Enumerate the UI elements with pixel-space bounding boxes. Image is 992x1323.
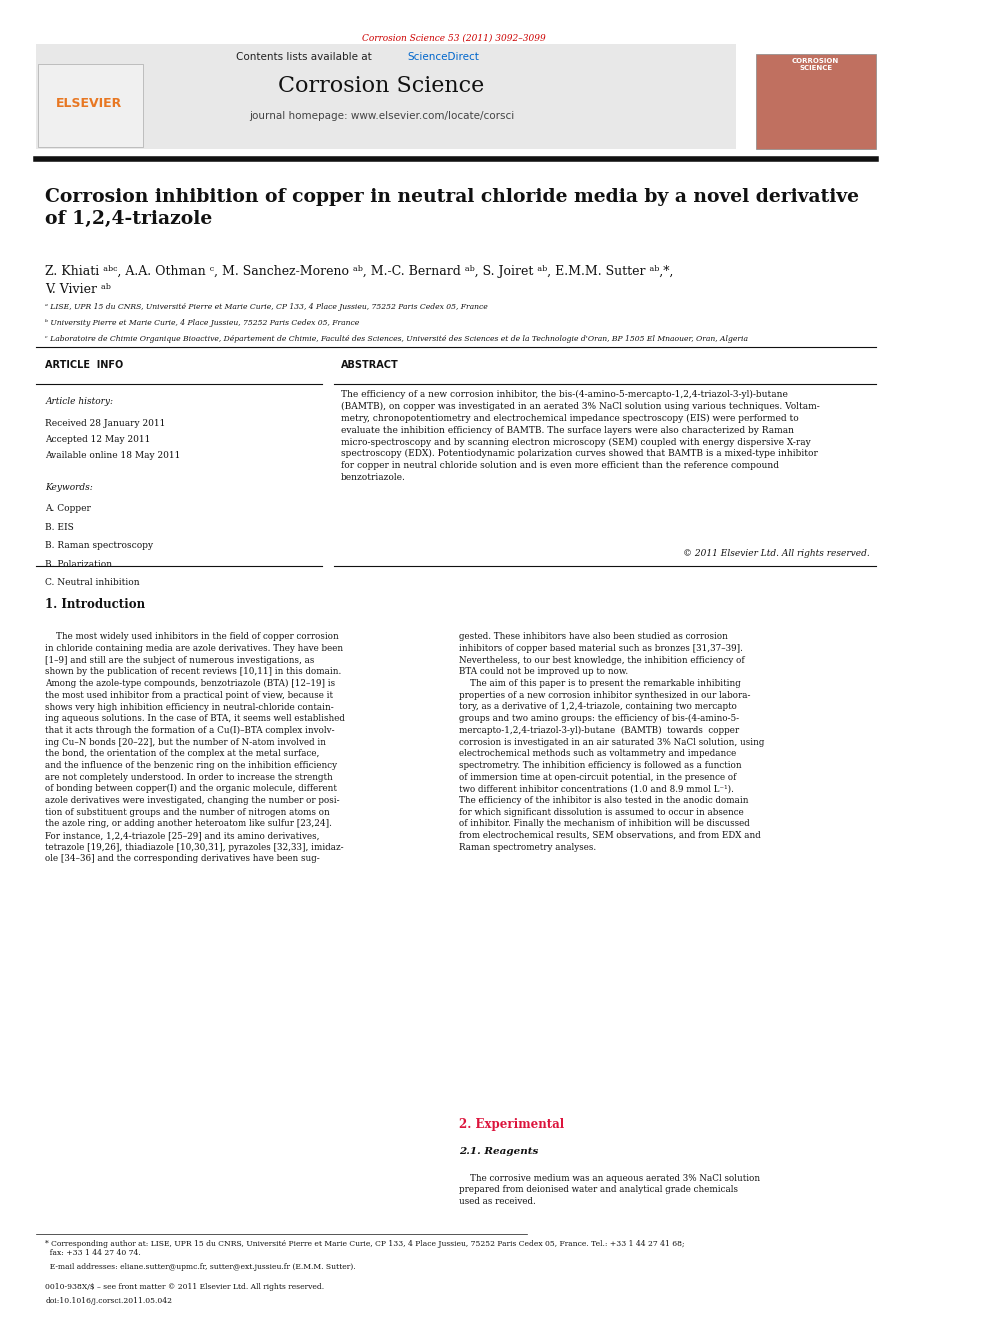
Text: 2.1. Reagents: 2.1. Reagents <box>458 1147 538 1156</box>
Text: CORROSION
SCIENCE: CORROSION SCIENCE <box>792 58 839 71</box>
Text: Corrosion inhibition of copper in neutral chloride media by a novel derivative
o: Corrosion inhibition of copper in neutra… <box>46 188 859 228</box>
FancyBboxPatch shape <box>37 44 736 149</box>
Text: B. Raman spectroscopy: B. Raman spectroscopy <box>46 541 154 550</box>
Text: ᵃ LISE, UPR 15 du CNRS, Université Pierre et Marie Curie, CP 133, 4 Place Jussie: ᵃ LISE, UPR 15 du CNRS, Université Pierr… <box>46 303 488 311</box>
Text: journal homepage: www.elsevier.com/locate/corsci: journal homepage: www.elsevier.com/locat… <box>249 111 514 122</box>
Text: gested. These inhibitors have also been studied as corrosion
inhibitors of coppe: gested. These inhibitors have also been … <box>458 632 764 852</box>
Text: 2. Experimental: 2. Experimental <box>458 1118 563 1131</box>
Text: Article history:: Article history: <box>46 397 113 406</box>
Text: The efficiency of a new corrosion inhibitor, the bis-(4-amino-5-mercapto-1,2,4-t: The efficiency of a new corrosion inhibi… <box>340 390 819 482</box>
Text: C. Neutral inhibition: C. Neutral inhibition <box>46 578 140 587</box>
Text: ARTICLE  INFO: ARTICLE INFO <box>46 360 124 370</box>
FancyBboxPatch shape <box>38 64 143 147</box>
Text: Contents lists available at: Contents lists available at <box>236 52 375 62</box>
Text: Corrosion Science: Corrosion Science <box>279 75 485 98</box>
Text: © 2011 Elsevier Ltd. All rights reserved.: © 2011 Elsevier Ltd. All rights reserved… <box>683 549 870 558</box>
Text: Z. Khiati ᵃᵇᶜ, A.A. Othman ᶜ, M. Sanchez-Moreno ᵃᵇ, M.-C. Bernard ᵃᵇ, S. Joiret : Z. Khiati ᵃᵇᶜ, A.A. Othman ᶜ, M. Sanchez… <box>46 265 674 295</box>
Text: ᵇ University Pierre et Marie Curie, 4 Place Jussieu, 75252 Paris Cedex 05, Franc: ᵇ University Pierre et Marie Curie, 4 Pl… <box>46 319 360 327</box>
Text: B. EIS: B. EIS <box>46 523 74 532</box>
Text: doi:10.1016/j.corsci.2011.05.042: doi:10.1016/j.corsci.2011.05.042 <box>46 1297 173 1304</box>
Text: Corrosion Science 53 (2011) 3092–3099: Corrosion Science 53 (2011) 3092–3099 <box>362 33 546 42</box>
Text: Available online 18 May 2011: Available online 18 May 2011 <box>46 451 181 460</box>
Text: A. Copper: A. Copper <box>46 504 91 513</box>
Text: ABSTRACT: ABSTRACT <box>340 360 399 370</box>
Text: ELSEVIER: ELSEVIER <box>57 97 123 110</box>
Text: * Corresponding author at: LISE, UPR 15 du CNRS, Université Pierre et Marie Curi: * Corresponding author at: LISE, UPR 15 … <box>46 1240 685 1257</box>
Text: E-mail addresses: eliane.sutter@upmc.fr, sutter@ext.jussieu.fr (E.M.M. Sutter).: E-mail addresses: eliane.sutter@upmc.fr,… <box>46 1263 356 1271</box>
Text: 1. Introduction: 1. Introduction <box>46 598 146 611</box>
Text: Keywords:: Keywords: <box>46 483 93 492</box>
Text: The most widely used inhibitors in the field of copper corrosion
in chloride con: The most widely used inhibitors in the f… <box>46 632 345 864</box>
Text: 0010-938X/$ – see front matter © 2011 Elsevier Ltd. All rights reserved.: 0010-938X/$ – see front matter © 2011 El… <box>46 1283 324 1291</box>
Text: Accepted 12 May 2011: Accepted 12 May 2011 <box>46 435 151 445</box>
Text: ᶜ Laboratoire de Chimie Organique Bioactive, Département de Chimie, Faculté des : ᶜ Laboratoire de Chimie Organique Bioact… <box>46 335 748 343</box>
Text: B. Polarization: B. Polarization <box>46 560 112 569</box>
Text: Received 28 January 2011: Received 28 January 2011 <box>46 419 166 429</box>
FancyBboxPatch shape <box>756 54 876 149</box>
Text: The corrosive medium was an aqueous aerated 3% NaCl solution
prepared from deion: The corrosive medium was an aqueous aera… <box>458 1174 760 1205</box>
Text: ScienceDirect: ScienceDirect <box>407 52 479 62</box>
